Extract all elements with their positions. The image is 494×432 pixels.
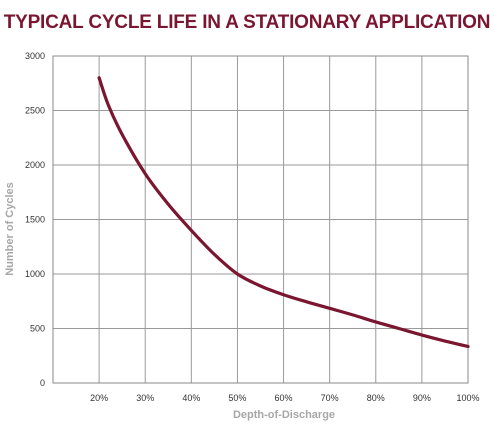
x-tick-label: 30% [136,393,154,403]
x-tick-label: 60% [275,393,293,403]
plot-border [52,55,469,384]
series-group [97,76,470,349]
y-tick-label: 1500 [25,215,45,225]
y-tick-label: 1000 [25,269,45,279]
x-tick-label: 100% [456,393,479,403]
x-tick-label: 80% [367,393,385,403]
y-tick-label: 0 [40,378,45,388]
y-axis-label: Number of Cycles [4,182,16,276]
x-tick-labels: 20% 30% 40% 50% 60% 70% 80% 90% 100% [90,393,479,403]
x-tick-label: 20% [90,393,108,403]
plot-frame [52,55,469,384]
x-tick-label: 50% [228,393,246,403]
y-tick-label: 2500 [25,106,45,116]
x-tick-label: 40% [182,393,200,403]
y-tick-label: 3000 [25,51,45,61]
grid-lines [53,55,469,383]
chart-title: TYPICAL CYCLE LIFE IN A STATIONARY APPLI… [3,12,491,33]
x-tick-label: 90% [413,393,431,403]
y-tick-labels: 0 500 1000 1500 2000 2500 3000 [25,51,45,388]
cycle-life-line [97,76,470,349]
y-tick-label: 2000 [25,160,45,170]
x-tick-label: 70% [321,393,339,403]
x-axis-label: Depth-of-Discharge [233,409,335,421]
y-tick-label: 500 [30,324,45,334]
